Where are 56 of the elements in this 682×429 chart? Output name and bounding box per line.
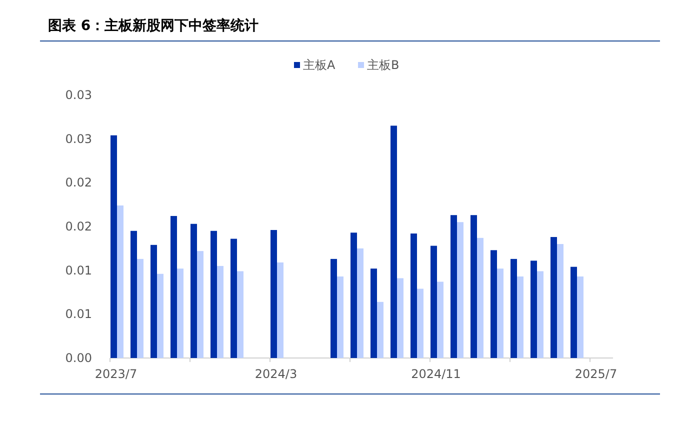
bar [117,205,124,358]
bar [137,258,144,358]
bar [177,268,184,358]
bar [337,276,344,358]
bar [557,244,564,358]
bar [497,268,504,358]
bar [197,251,204,358]
bar [190,224,197,358]
legend-label: 主板B [367,58,400,72]
bar [417,288,424,358]
bar [437,282,444,358]
bar [517,276,524,358]
y-tick-label: 0.03 [65,132,92,146]
bar [170,216,177,358]
bar [157,274,164,358]
legend-label: 主板A [303,58,336,72]
bar [410,234,417,358]
bar [537,271,544,358]
bar [457,222,464,358]
x-tick-label: 2025/7 [574,367,618,381]
bar [550,237,557,358]
bar [450,215,457,358]
bar [570,266,577,358]
bar [397,278,404,358]
bar [130,230,137,358]
y-tick-label: 0.00 [65,351,92,365]
chart-title: 图表 6：主板新股网下中签率统计 [48,17,259,34]
bar [217,266,224,358]
bar [210,230,217,358]
bar [530,260,537,358]
bar [577,276,584,358]
bar [350,232,357,358]
y-tick-label: 0.02 [65,176,92,190]
bar [490,250,497,358]
x-tick-label: 2024/3 [254,367,298,381]
bar [510,258,517,358]
y-tick-label: 0.03 [65,88,92,102]
bar [430,246,437,358]
bar [270,230,277,358]
bar [357,248,364,358]
bar [390,126,397,358]
bar [237,271,244,358]
bar [230,238,237,358]
x-tick-label: 2024/11 [411,367,461,381]
bar [377,302,384,358]
x-tick-label: 2023/7 [94,367,138,381]
bar [330,258,337,358]
bar [150,244,157,358]
y-tick-label: 0.01 [65,307,92,322]
bar [470,215,477,358]
bar [110,135,117,358]
y-tick-label: 0.01 [65,263,92,278]
bar [477,238,484,358]
bar [277,262,284,358]
y-tick-label: 0.02 [65,220,92,234]
bar [370,268,377,358]
